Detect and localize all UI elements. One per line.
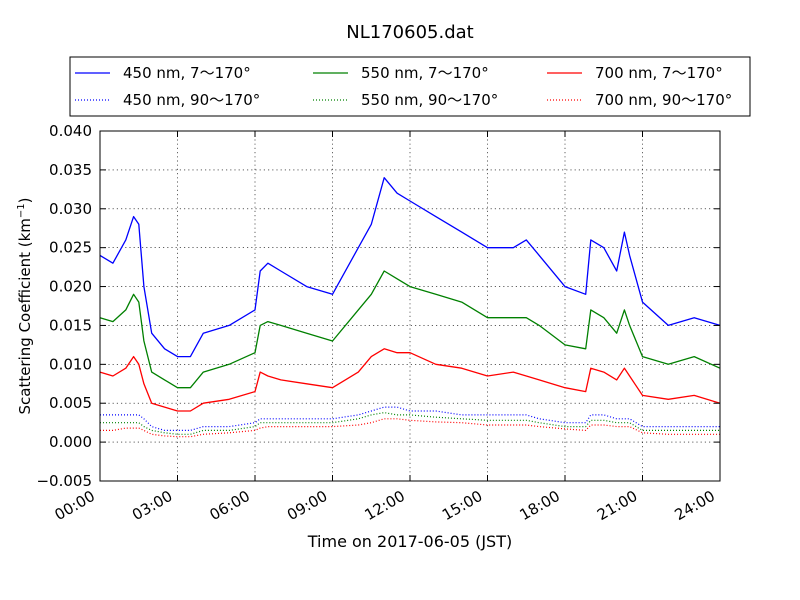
x-tick-label: 18:00 <box>517 487 563 524</box>
series-line <box>100 418 720 438</box>
legend-label: 700 nm, 7～170° <box>595 64 723 82</box>
series-line <box>100 406 720 431</box>
y-tick-label: 0.040 <box>49 122 92 140</box>
series-line <box>99 177 721 358</box>
legend-label: 450 nm, 90～170° <box>123 91 260 109</box>
axes-frame <box>99 130 721 482</box>
x-axis-label: Time on 2017-06-05 (JST) <box>307 532 512 551</box>
plot-area <box>99 177 721 438</box>
x-tick-label: 09:00 <box>284 487 330 524</box>
y-tick-label: 0.015 <box>49 316 92 334</box>
y-tick-label: 0.005 <box>49 394 92 412</box>
x-tick-label: 12:00 <box>362 487 408 524</box>
x-tick-label: 06:00 <box>207 487 253 524</box>
ticks: 00:00 03:00 06:00 09:00 12:00 15:00 18:00 21:00… <box>36 122 721 524</box>
y-axis-label: Scattering Coefficient (km−1) <box>16 197 34 414</box>
y-tick-label: 0.000 <box>49 433 92 451</box>
x-tick-label: 03:00 <box>129 487 175 524</box>
y-tick-label: 0.035 <box>49 161 92 179</box>
y-tick-label: 0.010 <box>49 355 92 373</box>
legend-label: 700 nm, 90～170° <box>595 91 732 109</box>
series-line <box>99 348 721 412</box>
legend: 450 nm, 7～170° 550 nm, 7～170° 700 nm, 7～17… <box>69 56 751 117</box>
series-line <box>99 270 721 389</box>
grid <box>100 131 720 481</box>
chart-title: NL170605.dat <box>346 22 473 43</box>
x-tick-label: 21:00 <box>594 487 640 524</box>
y-tick-label: −0.005 <box>36 472 92 490</box>
legend-label: 550 nm, 7～170° <box>361 64 489 82</box>
x-tick-label: 24:00 <box>672 487 718 524</box>
legend-label: 550 nm, 90～170° <box>361 91 498 109</box>
y-axis-label-unit-exponent: −1 <box>16 203 27 218</box>
y-axis-label-main: Scattering Coefficient (km <box>16 218 34 414</box>
x-tick-label: 15:00 <box>439 487 485 524</box>
legend-frame <box>69 56 751 117</box>
y-tick-label: 0.025 <box>49 239 92 257</box>
y-axis-label-close: ) <box>16 197 34 203</box>
y-tick-label: 0.020 <box>49 278 92 296</box>
legend-label: 450 nm, 7～170° <box>123 64 251 82</box>
y-tick-label: 0.030 <box>49 200 92 218</box>
x-tick-label: 00:00 <box>52 487 98 524</box>
series-line <box>100 412 720 435</box>
